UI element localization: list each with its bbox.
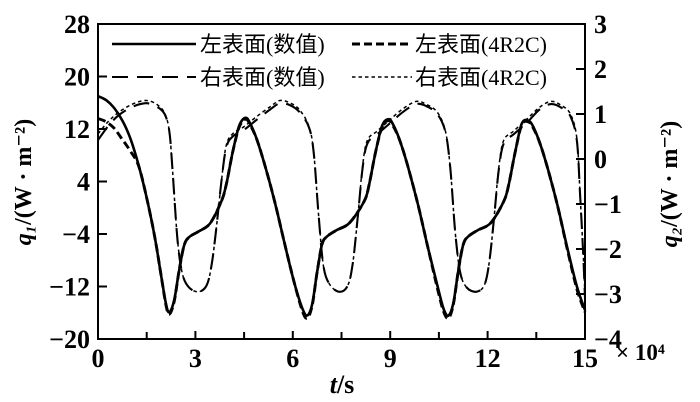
x-tick-label: 15 xyxy=(572,344,598,373)
x-axis-label: t/s xyxy=(232,372,452,398)
x-units: /s xyxy=(336,370,355,399)
y-left-variable: q₁ xyxy=(11,224,37,246)
x-tick-label: 6 xyxy=(286,344,299,373)
y-right-tick-label: −3 xyxy=(594,280,622,309)
series-left-surface-numerical xyxy=(97,94,587,317)
y-left-tick-label: 28 xyxy=(64,10,90,39)
y-right-tick-label: 0 xyxy=(594,145,607,174)
y-right-tick-label: −1 xyxy=(594,190,622,219)
y-axis-label-right: q₂/(W · m⁻²) xyxy=(657,74,683,294)
tick-labels: 0 3 6 9 12 15 28 20 12 4 −4 −12 −20 3 2 1 0 −1 −2 −3 −4 xyxy=(49,10,622,373)
y-right-units: /(W · m⁻²) xyxy=(657,120,683,227)
legend-label: 右表面(数值) xyxy=(200,65,325,90)
legend-label: 左表面(数值) xyxy=(200,32,325,57)
y-right-tick-label: 2 xyxy=(594,55,607,84)
legend: 左表面(数值) 左表面(4R2C) 右表面(数值) 右表面(4R2C) xyxy=(112,32,547,90)
y-left-tick-label: −4 xyxy=(62,220,90,249)
x-variable: t xyxy=(329,370,337,399)
y-left-tick-label: 4 xyxy=(77,168,90,197)
series-curves xyxy=(97,94,587,320)
y-right-tick-label: 1 xyxy=(594,100,607,129)
x-tick-label: 3 xyxy=(189,344,202,373)
series-left-surface-4r2c xyxy=(97,117,587,320)
y-left-tick-label: 12 xyxy=(64,115,90,144)
y-left-tick-label: −20 xyxy=(49,325,90,354)
y-axis-label-left: q₁/(W · m⁻²) xyxy=(11,72,37,292)
series-right-surface-4r2c xyxy=(97,99,586,297)
y-left-units: /(W · m⁻²) xyxy=(11,118,37,225)
legend-label: 左表面(4R2C) xyxy=(415,32,547,57)
y-right-tick-label: −2 xyxy=(594,235,622,264)
legend-label: 右表面(4R2C) xyxy=(415,65,547,90)
x-tick-label: 9 xyxy=(384,344,397,373)
y-left-tick-label: 20 xyxy=(64,63,90,92)
x-axis-multiplier: × 10⁴ xyxy=(616,340,665,365)
y-right-variable: q₂ xyxy=(657,226,683,248)
y-left-tick-label: −12 xyxy=(49,273,90,302)
y-right-tick-label: −4 xyxy=(594,325,622,354)
x-tick-label: 0 xyxy=(92,344,105,373)
x-tick-label: 12 xyxy=(475,344,501,373)
y-right-tick-label: 3 xyxy=(594,10,607,39)
